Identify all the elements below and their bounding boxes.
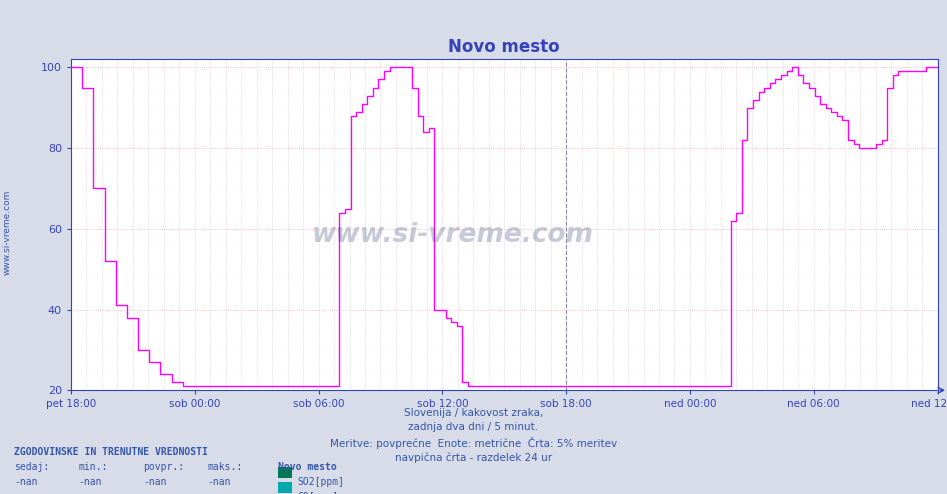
Text: SO2[ppm]: SO2[ppm]: [297, 477, 344, 487]
Text: min.:: min.:: [79, 462, 108, 472]
Text: -nan: -nan: [143, 477, 167, 487]
Title: Novo mesto: Novo mesto: [449, 39, 560, 56]
Text: Novo mesto: Novo mesto: [278, 462, 337, 472]
Text: maks.:: maks.:: [207, 462, 242, 472]
Text: CO[ppm]: CO[ppm]: [297, 492, 338, 494]
Text: Slovenija / kakovost zraka,: Slovenija / kakovost zraka,: [403, 408, 544, 417]
Text: www.si-vreme.com: www.si-vreme.com: [312, 222, 593, 247]
Text: -nan: -nan: [14, 477, 38, 487]
Text: povpr.:: povpr.:: [143, 462, 184, 472]
Text: -nan: -nan: [207, 492, 231, 494]
Text: -nan: -nan: [207, 477, 231, 487]
Text: ZGODOVINSKE IN TRENUTNE VREDNOSTI: ZGODOVINSKE IN TRENUTNE VREDNOSTI: [14, 447, 208, 457]
Text: zadnja dva dni / 5 minut.: zadnja dva dni / 5 minut.: [408, 422, 539, 432]
Text: -nan: -nan: [79, 477, 102, 487]
Text: navpična črta - razdelek 24 ur: navpična črta - razdelek 24 ur: [395, 452, 552, 462]
Text: www.si-vreme.com: www.si-vreme.com: [3, 190, 12, 275]
Text: -nan: -nan: [79, 492, 102, 494]
Text: -nan: -nan: [143, 492, 167, 494]
Text: Meritve: povprečne  Enote: metrične  Črta: 5% meritev: Meritve: povprečne Enote: metrične Črta:…: [330, 437, 617, 449]
Text: -nan: -nan: [14, 492, 38, 494]
Text: sedaj:: sedaj:: [14, 462, 49, 472]
